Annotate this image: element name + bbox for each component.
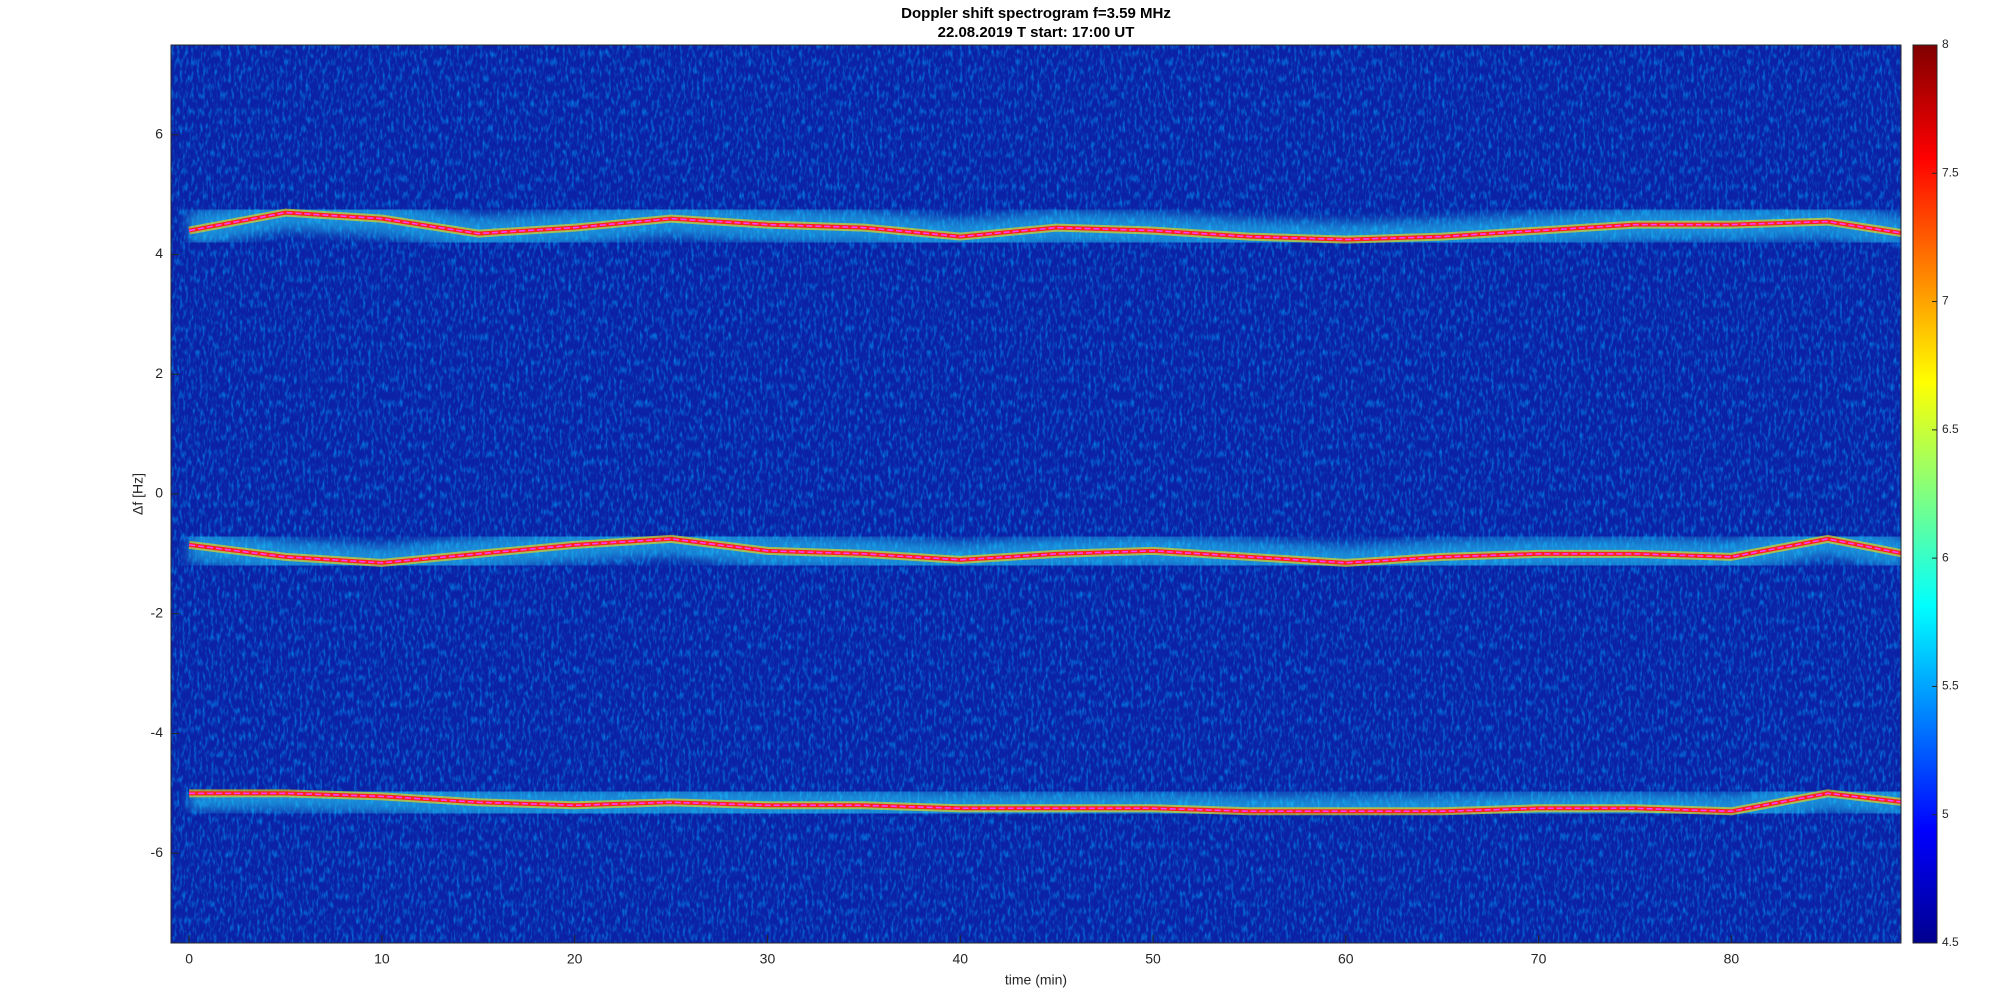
colorbar-tick-label: 5.5 bbox=[1942, 679, 1959, 693]
x-axis-label: time (min) bbox=[1005, 972, 1067, 988]
colorbar-tick-label: 4.5 bbox=[1942, 935, 1959, 949]
chart-title: Doppler shift spectrogram f=3.59 MHz bbox=[901, 5, 1171, 22]
colorbar-tick-label: 8 bbox=[1942, 37, 1949, 51]
colorbar-tick-label: 6.5 bbox=[1942, 422, 1959, 436]
y-tick-label: 6 bbox=[155, 126, 163, 142]
x-tick-label: 0 bbox=[185, 951, 193, 967]
x-tick-label: 40 bbox=[952, 951, 968, 967]
y-tick-label: -4 bbox=[151, 724, 164, 740]
x-tick-label: 60 bbox=[1338, 951, 1354, 967]
y-tick-label: -6 bbox=[151, 844, 164, 860]
x-tick-label: 30 bbox=[760, 951, 776, 967]
colorbar-tick-label: 6 bbox=[1942, 550, 1949, 564]
traces bbox=[186, 195, 1901, 829]
x-tick-label: 10 bbox=[374, 951, 390, 967]
x-tick-label: 20 bbox=[567, 951, 583, 967]
colorbar-tick-label: 7 bbox=[1942, 294, 1949, 308]
y-tick-label: 4 bbox=[155, 245, 163, 261]
y-tick-label: 2 bbox=[155, 365, 163, 381]
colorbar-tick-label: 7.5 bbox=[1942, 165, 1959, 179]
trace bbox=[188, 211, 1901, 241]
y-axis-label: Δf [Hz] bbox=[130, 473, 146, 515]
y-tick-label: -2 bbox=[151, 604, 164, 620]
x-tick-label: 50 bbox=[1145, 951, 1161, 967]
trace bbox=[189, 538, 1901, 564]
chart-subtitle: 22.08.2019 T start: 17:00 UT bbox=[938, 24, 1135, 41]
x-tick-label: 70 bbox=[1531, 951, 1547, 967]
x-tick-label: 80 bbox=[1724, 951, 1740, 967]
trace bbox=[189, 792, 1901, 813]
colorbar-tick-label: 5 bbox=[1942, 807, 1949, 821]
colorbar bbox=[1912, 44, 1938, 944]
y-tick-label: 0 bbox=[155, 485, 163, 501]
